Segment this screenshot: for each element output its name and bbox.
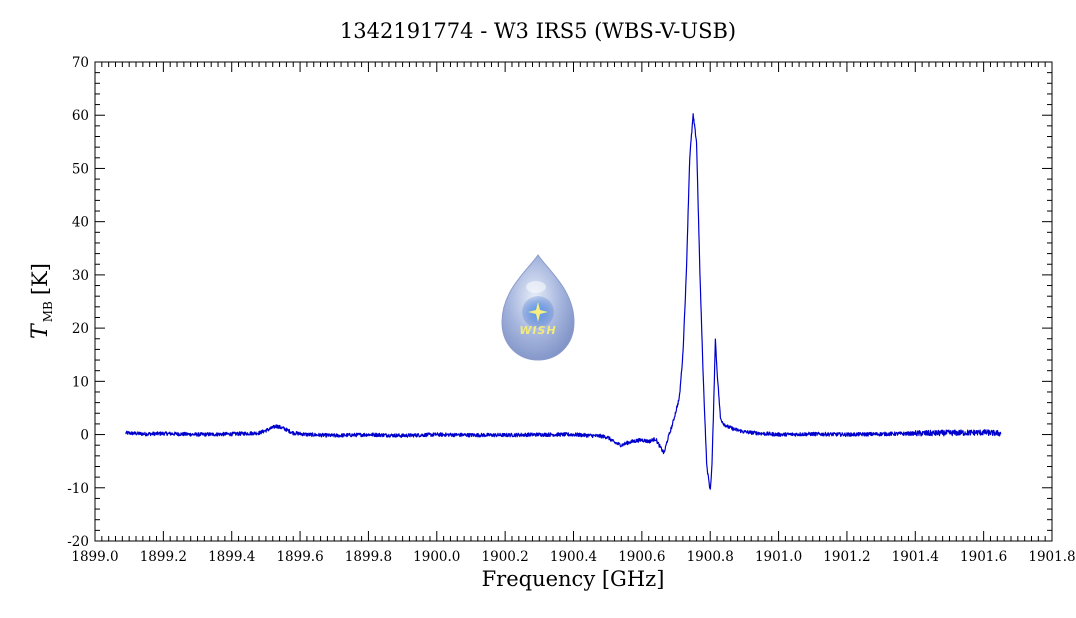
- y-axis-subscript: MB: [41, 301, 55, 322]
- star-icon: [528, 302, 548, 322]
- svg-text:TMB[K]: TMB [K]: [28, 263, 55, 339]
- x-tick-label: 1899.0: [71, 549, 118, 565]
- y-tick-labels: -20 -10 0 10 20 30 40 50 60 70: [67, 55, 89, 550]
- x-tick-label: 1900.0: [413, 549, 460, 565]
- y-tick-label: 30: [72, 268, 89, 284]
- wish-logo-text: WISH: [519, 324, 556, 337]
- x-tick-label: 1900.2: [482, 549, 529, 565]
- y-tick-label: -10: [67, 481, 89, 497]
- y-axis-label: TMB [K]: [28, 263, 55, 339]
- axis-ticks: [94, 61, 1053, 542]
- x-tick-label: 1900.4: [550, 549, 597, 565]
- y-tick-label: 50: [72, 161, 89, 177]
- chart-title: 1342191774 - W3 IRS5 (WBS-V-USB): [340, 19, 736, 43]
- wish-logo: WISH: [501, 254, 575, 361]
- x-tick-label: 1900.8: [687, 549, 734, 565]
- x-tick-label: 1899.2: [140, 549, 187, 565]
- y-tick-label: 0: [80, 428, 89, 444]
- y-tick-label: -20: [67, 534, 89, 550]
- x-axis-label: Frequency [GHz]: [482, 567, 665, 591]
- y-axis-unit: [K]: [28, 263, 52, 295]
- x-tick-label: 1899.4: [208, 549, 255, 565]
- x-tick-label: 1901.8: [1028, 549, 1075, 565]
- y-tick-label: 20: [72, 321, 89, 337]
- y-tick-label: 60: [72, 108, 89, 124]
- y-tick-label: 40: [72, 215, 89, 231]
- y-tick-label: 10: [72, 374, 89, 390]
- x-tick-label: 1899.8: [345, 549, 392, 565]
- plot-frame: [94, 61, 1053, 542]
- x-tick-label: 1901.4: [892, 549, 939, 565]
- y-axis-symbol: T: [28, 322, 53, 339]
- x-tick-label: 1899.6: [276, 549, 323, 565]
- spectrum-line: [125, 113, 1002, 490]
- x-tick-label: 1900.6: [618, 549, 665, 565]
- y-tick-label: 70: [72, 55, 89, 71]
- x-tick-label: 1901.6: [960, 549, 1007, 565]
- x-tick-label: 1901.0: [755, 549, 802, 565]
- x-tick-label: 1901.2: [823, 549, 870, 565]
- x-tick-labels: 1899.0 1899.2 1899.4 1899.6 1899.8 1900.0 1900…: [71, 549, 1075, 565]
